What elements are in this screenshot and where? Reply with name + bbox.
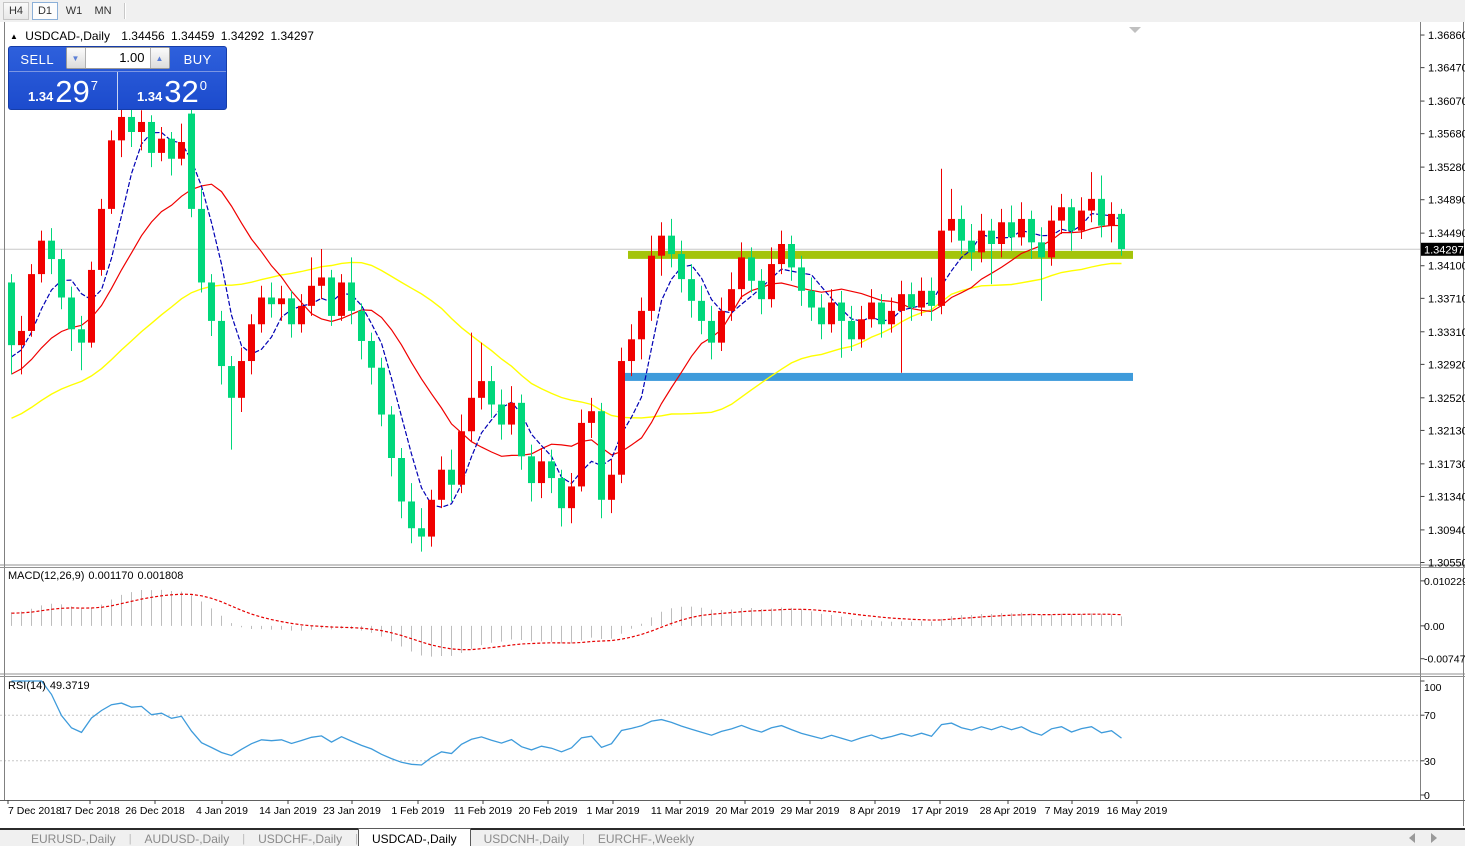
svg-text:11 Feb 2019: 11 Feb 2019 <box>454 805 512 817</box>
svg-text:1.35280: 1.35280 <box>1428 162 1465 174</box>
tab-scroll-right-icon[interactable] <box>1431 833 1437 843</box>
svg-text:1.32130: 1.32130 <box>1428 425 1465 437</box>
svg-text:1 Feb 2019: 1 Feb 2019 <box>391 805 444 817</box>
tab-separator: | <box>355 833 358 845</box>
timeframe-button-mn[interactable]: MN <box>90 2 116 20</box>
svg-text:1.31340: 1.31340 <box>1428 491 1465 503</box>
sell-button[interactable]: SELL <box>20 51 55 67</box>
timeframe-button-w1[interactable]: W1 <box>61 2 87 20</box>
svg-text:100: 100 <box>1424 682 1442 694</box>
svg-text:7 Dec 2018: 7 Dec 2018 <box>8 805 62 817</box>
svg-text:11 Mar 2019: 11 Mar 2019 <box>651 805 709 817</box>
chart-symbol-label: USDCAD-,Daily <box>25 29 110 43</box>
svg-text:26 Dec 2018: 26 Dec 2018 <box>125 805 185 817</box>
svg-text:29 Mar 2019: 29 Mar 2019 <box>781 805 840 817</box>
one-click-trading-panel: SELL ▼ 1.00 ▲ BUY 1.34 29 7 1.34 32 0 <box>8 46 227 110</box>
volume-stepper: ▼ 1.00 ▲ <box>65 47 170 69</box>
buy-price-prefix: 1.34 <box>136 89 163 104</box>
svg-text:1 Mar 2019: 1 Mar 2019 <box>586 805 639 817</box>
svg-text:28 Apr 2019: 28 Apr 2019 <box>980 805 1037 817</box>
svg-text:7 May 2019: 7 May 2019 <box>1045 805 1100 817</box>
svg-text:70: 70 <box>1424 710 1436 722</box>
svg-text:20 Mar 2019: 20 Mar 2019 <box>716 805 775 817</box>
volume-decrease-button[interactable]: ▼ <box>66 48 86 68</box>
tab-separator: | <box>242 833 246 845</box>
chart-tabs: EURUSD-,Daily | AUDUSD-,Daily | USDCHF-,Dail… <box>18 828 707 846</box>
svg-text:1.35680: 1.35680 <box>1428 129 1465 141</box>
macd-pane-label: MACD(12,26,9) 0.001170 0.001808 <box>8 570 187 582</box>
sell-price-display[interactable]: 1.34 29 7 <box>9 72 118 110</box>
chart-low-value: 1.34292 <box>220 29 265 43</box>
svg-text:-0.007477: -0.007477 <box>1424 654 1465 666</box>
svg-text:1.34100: 1.34100 <box>1428 261 1465 273</box>
svg-text:1.36470: 1.36470 <box>1428 63 1465 75</box>
chart-tab-eurusd[interactable]: EURUSD-,Daily <box>31 832 116 846</box>
svg-text:1.34297: 1.34297 <box>1424 244 1464 256</box>
chart-title: ▲ USDCAD-,Daily 1.34456 1.34459 1.34292 … <box>10 29 317 43</box>
chart-tabs-bar: EURUSD-,Daily | AUDUSD-,Daily | USDCHF-,Dail… <box>0 828 1465 846</box>
svg-text:1.30940: 1.30940 <box>1428 525 1465 537</box>
svg-text:17 Apr 2019: 17 Apr 2019 <box>912 805 969 817</box>
tab-scroll-arrows <box>1409 833 1437 843</box>
rsi-value: 49.3719 <box>49 680 90 692</box>
svg-text:0: 0 <box>1424 790 1430 802</box>
macd-label: MACD(12,26,9) <box>8 570 85 582</box>
rsi-label: RSI(14) <box>8 680 46 692</box>
svg-text:14 Jan 2019: 14 Jan 2019 <box>259 805 317 817</box>
volume-input[interactable]: 1.00 <box>85 48 150 68</box>
svg-text:1.36070: 1.36070 <box>1428 96 1465 108</box>
svg-text:8 Apr 2019: 8 Apr 2019 <box>850 805 901 817</box>
buy-price-pip: 0 <box>199 78 208 93</box>
svg-text:16 May 2019: 16 May 2019 <box>1107 805 1168 817</box>
sell-price-pip: 7 <box>90 78 99 93</box>
sell-price-big: 29 <box>55 74 90 109</box>
svg-text:20 Feb 2019: 20 Feb 2019 <box>519 805 578 817</box>
svg-text:1.30550: 1.30550 <box>1428 557 1465 569</box>
buy-price-display[interactable]: 1.34 32 0 <box>118 72 226 110</box>
timeframe-button-h4[interactable]: H4 <box>3 2 29 20</box>
macd-main-value: 0.001170 <box>88 570 134 582</box>
svg-text:1.33710: 1.33710 <box>1428 293 1465 305</box>
rsi-pane-label: RSI(14) 49.3719 <box>8 680 94 692</box>
svg-text:1.32920: 1.32920 <box>1428 359 1465 371</box>
svg-text:1.32520: 1.32520 <box>1428 393 1465 405</box>
svg-text:1.34490: 1.34490 <box>1428 228 1465 240</box>
chart-close-value: 1.34297 <box>270 29 314 43</box>
chart-open-value: 1.34456 <box>121 29 165 43</box>
toolbar-separator <box>124 3 126 19</box>
chart-tab-audusd[interactable]: AUDUSD-,Daily <box>144 832 230 846</box>
svg-text:17 Dec 2018: 17 Dec 2018 <box>60 805 120 817</box>
svg-text:1.33310: 1.33310 <box>1428 327 1465 339</box>
timeframe-toolbar: H4 D1 W1 MN <box>0 0 1465 23</box>
tab-separator: | <box>128 833 132 845</box>
chart-window[interactable]: 1.36860 1.36470 1.36070 1.35680 1.35280 1.348… <box>0 22 1465 828</box>
timeframe-buttons: H4 D1 W1 MN <box>0 2 116 20</box>
svg-text:30: 30 <box>1424 756 1436 768</box>
svg-text:1.31730: 1.31730 <box>1428 459 1465 471</box>
chart-canvas[interactable]: 1.368601.364701.360701.356801.352801.348… <box>0 22 1465 828</box>
chart-tab-usdcnh[interactable]: USDCNH-,Daily <box>483 832 569 846</box>
svg-text:4 Jan 2019: 4 Jan 2019 <box>196 805 248 817</box>
svg-text:23 Jan 2019: 23 Jan 2019 <box>323 805 381 817</box>
buy-button[interactable]: BUY <box>183 51 212 67</box>
svg-text:1.34890: 1.34890 <box>1428 195 1465 207</box>
tab-separator: | <box>581 833 585 845</box>
timeframe-button-d1[interactable]: D1 <box>32 2 58 20</box>
volume-increase-button[interactable]: ▲ <box>149 48 169 68</box>
collapse-triangle-icon[interactable]: ▲ <box>10 32 18 41</box>
chart-high-value: 1.34459 <box>171 29 215 43</box>
sell-price-prefix: 1.34 <box>27 89 54 104</box>
tab-scroll-left-icon[interactable] <box>1409 833 1415 843</box>
buy-price-big: 32 <box>164 74 199 109</box>
svg-text:0.00: 0.00 <box>1424 621 1445 633</box>
macd-signal-value: 0.001808 <box>137 570 184 582</box>
chart-tab-usdcad[interactable]: USDCAD-,Daily <box>357 828 471 846</box>
chart-tab-usdchf[interactable]: USDCHF-,Daily <box>258 832 343 846</box>
chart-tab-eurchf[interactable]: EURCHF-,Weekly <box>597 832 695 846</box>
svg-text:1.36860: 1.36860 <box>1428 30 1465 42</box>
svg-text:0.010229: 0.010229 <box>1424 576 1465 588</box>
